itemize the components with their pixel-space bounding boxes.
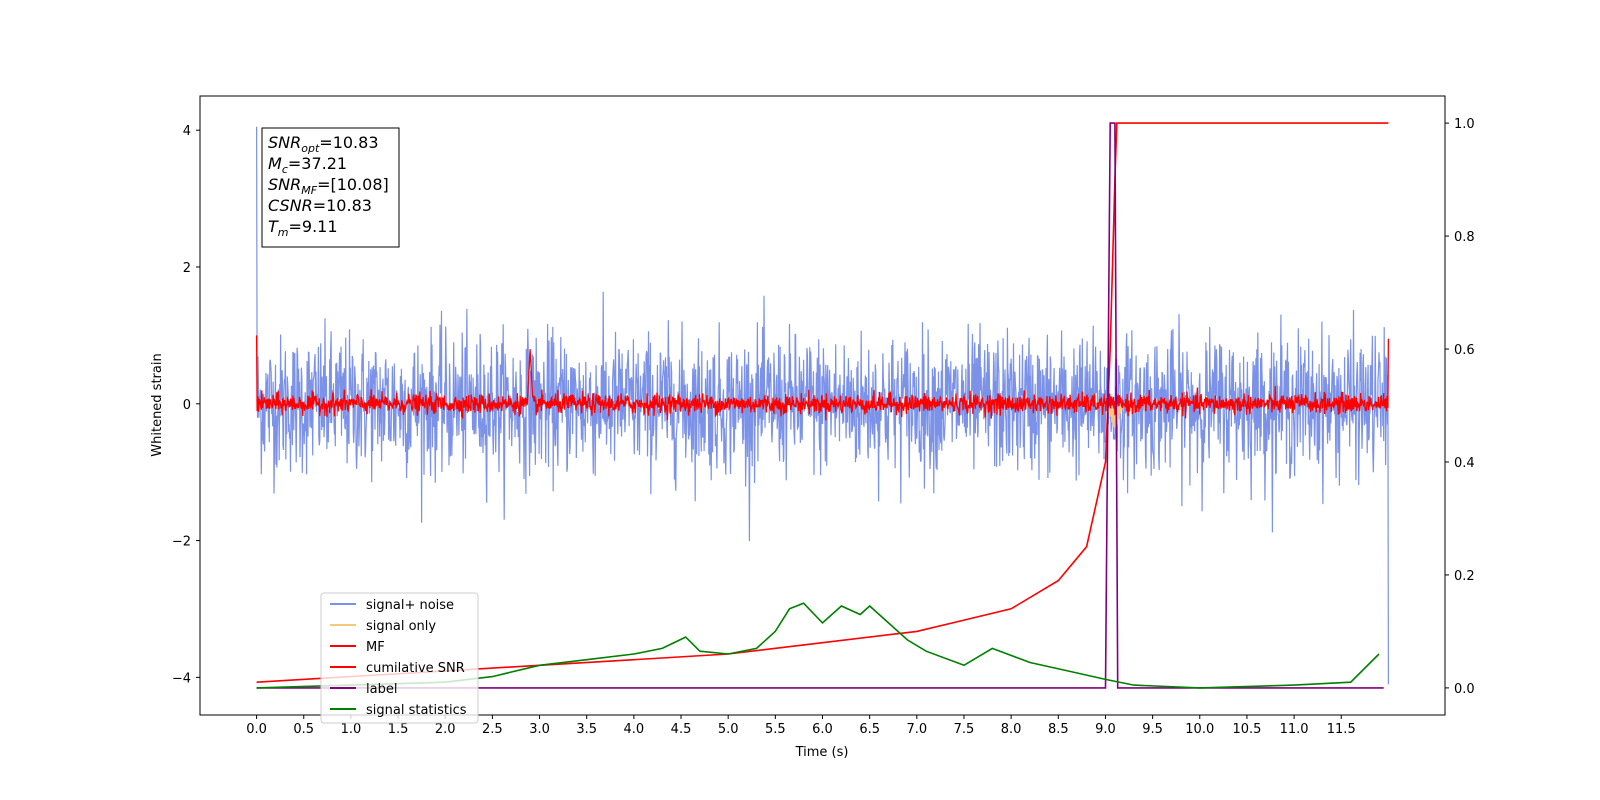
x-tick-label: 1.5 bbox=[388, 722, 409, 737]
x-tick-label: 2.5 bbox=[482, 722, 503, 737]
x-axis-label: Time (s) bbox=[795, 745, 849, 760]
x-tick-label: 4.0 bbox=[624, 722, 645, 737]
legend-label: signal statistics bbox=[366, 703, 467, 718]
annotation-sub: opt bbox=[301, 142, 320, 155]
x-tick-label: 10.5 bbox=[1232, 722, 1261, 737]
annotation-line: Mc=37.21 bbox=[268, 154, 347, 176]
y-left-tick-label: −4 bbox=[172, 671, 191, 686]
annotation-value: =10.83 bbox=[319, 133, 378, 152]
annotation-base: T bbox=[268, 217, 279, 236]
x-tick-label: 5.0 bbox=[718, 722, 739, 737]
x-tick-label: 6.5 bbox=[859, 722, 880, 737]
annotation-sub: m bbox=[278, 226, 289, 239]
y-right-tick-label: 0.6 bbox=[1454, 343, 1475, 358]
y-right-tick-label: 0.2 bbox=[1454, 569, 1475, 584]
y-left-tick-label: 0 bbox=[183, 398, 191, 413]
x-tick-label: 11.0 bbox=[1280, 722, 1309, 737]
y-right-tick-label: 0.8 bbox=[1454, 230, 1475, 245]
x-tick-label: 0.0 bbox=[246, 722, 267, 737]
y-right-tick-label: 0.4 bbox=[1454, 456, 1475, 471]
x-tick-label: 5.5 bbox=[765, 722, 786, 737]
annotation-base: SNR bbox=[268, 133, 301, 152]
x-tick-label: 1.0 bbox=[341, 722, 362, 737]
series-signal-noise bbox=[256, 126, 1389, 685]
annotation-sub: MF bbox=[301, 184, 317, 197]
series-cumulative-snr bbox=[256, 122, 1389, 683]
x-tick-label: 11.5 bbox=[1327, 722, 1356, 737]
x-tick-label: 0.5 bbox=[293, 722, 314, 737]
annotation-line: CSNR=10.83 bbox=[268, 196, 372, 215]
annotation-base: SNR bbox=[268, 175, 301, 194]
y-left-tick-label: 2 bbox=[183, 261, 191, 276]
y-right-tick-label: 0.0 bbox=[1454, 682, 1475, 697]
legend-label: signal+ noise bbox=[366, 598, 454, 613]
x-tick-label: 8.0 bbox=[1001, 722, 1022, 737]
annotation-line: SNRopt=10.83 bbox=[268, 133, 379, 155]
annotation-box: SNRopt=10.83Mc=37.21SNRMF=[10.08]CSNR=10… bbox=[261, 127, 400, 248]
legend-label: cumilative SNR bbox=[366, 661, 465, 676]
legend-label: signal only bbox=[366, 619, 436, 634]
x-tick-label: 9.0 bbox=[1095, 722, 1116, 737]
annotation-value: =[10.08] bbox=[317, 175, 389, 194]
x-tick-label: 10.0 bbox=[1185, 722, 1214, 737]
x-tick-label: 8.5 bbox=[1048, 722, 1069, 737]
annotation-value: =37.21 bbox=[288, 154, 347, 173]
x-tick-label: 3.0 bbox=[529, 722, 550, 737]
annotation-value: =10.83 bbox=[313, 196, 372, 215]
x-tick-label: 2.0 bbox=[435, 722, 456, 737]
y-left-tick-label: 4 bbox=[183, 124, 191, 139]
annotation-line: SNRMF=[10.08] bbox=[268, 175, 389, 197]
x-tick-label: 4.5 bbox=[671, 722, 692, 737]
annotation-sub: c bbox=[282, 163, 288, 176]
x-tick-label: 7.0 bbox=[906, 722, 927, 737]
annotation-value: =9.11 bbox=[289, 217, 338, 236]
x-tick-label: 6.0 bbox=[812, 722, 833, 737]
legend: signal+ noise signal only MF cumilative SNR… bbox=[320, 592, 479, 724]
annotation-base: CSNR bbox=[268, 196, 313, 215]
annotation-base: M bbox=[268, 154, 282, 173]
legend-label: label bbox=[366, 682, 397, 697]
y-right-tick-label: 1.0 bbox=[1454, 117, 1475, 132]
y-left-tick-label: −2 bbox=[172, 535, 191, 550]
series-signal-statistics bbox=[256, 602, 1380, 689]
x-tick-label: 3.5 bbox=[576, 722, 597, 737]
legend-label: MF bbox=[366, 640, 385, 655]
y-axis-label: Whitened strain bbox=[150, 353, 165, 456]
x-tick-label: 9.5 bbox=[1142, 722, 1163, 737]
annotation-line: Tm=9.11 bbox=[268, 217, 338, 239]
series-label bbox=[256, 122, 1384, 689]
series-mf bbox=[255, 335, 1390, 421]
x-tick-label: 7.5 bbox=[954, 722, 975, 737]
